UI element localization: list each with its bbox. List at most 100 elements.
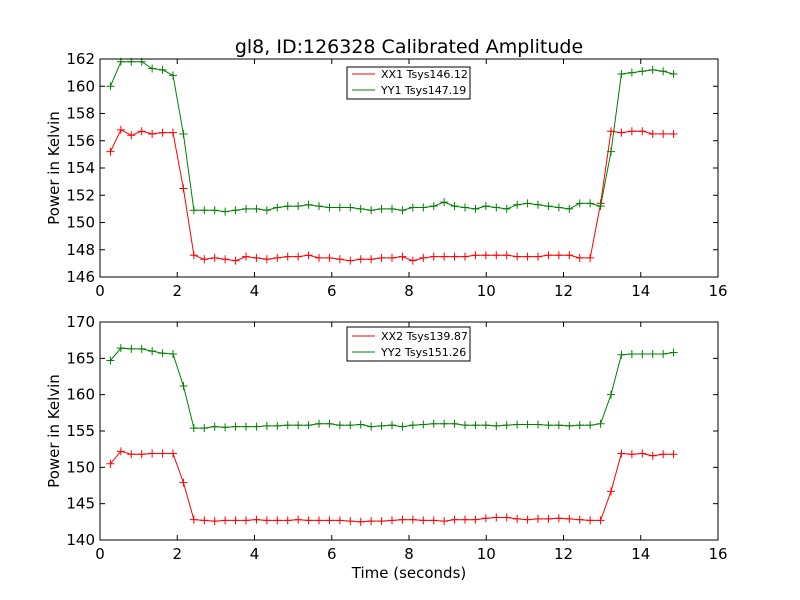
y-tick-label: 150 bbox=[66, 458, 95, 476]
data-point bbox=[534, 514, 543, 523]
data-point bbox=[627, 68, 636, 77]
tick-layer: 0 2 4 6 8 10 12 14 16 146 148 150 152 154 156 158 160 162 bbox=[66, 50, 727, 300]
data-point bbox=[273, 203, 282, 212]
data-point bbox=[638, 349, 647, 358]
data-point bbox=[648, 349, 657, 358]
data-point bbox=[481, 514, 490, 523]
x-tick-label: 12 bbox=[554, 282, 573, 300]
data-point bbox=[262, 516, 271, 525]
data-point bbox=[502, 251, 511, 260]
series-layer bbox=[106, 57, 678, 265]
data-point bbox=[523, 199, 532, 208]
data-point bbox=[273, 253, 282, 262]
data-point bbox=[304, 251, 313, 260]
data-point bbox=[513, 252, 522, 261]
data-point bbox=[408, 515, 417, 524]
data-point bbox=[565, 204, 574, 213]
data-point bbox=[617, 69, 626, 78]
data-point bbox=[283, 202, 292, 211]
data-point bbox=[252, 422, 261, 431]
legend-box bbox=[346, 326, 471, 362]
x-tick-label: 4 bbox=[250, 282, 260, 300]
data-point bbox=[388, 253, 397, 262]
data-point bbox=[398, 422, 407, 431]
data-point bbox=[575, 421, 584, 430]
data-point bbox=[575, 515, 584, 524]
data-point bbox=[450, 515, 459, 524]
data-point bbox=[565, 251, 574, 260]
data-point bbox=[106, 147, 115, 156]
data-point bbox=[596, 202, 605, 211]
data-point bbox=[179, 184, 188, 193]
data-point bbox=[231, 516, 240, 525]
x-tick-label: 0 bbox=[95, 282, 105, 300]
x-tick-label: 16 bbox=[708, 545, 727, 563]
x-axis-label: Time (seconds) bbox=[351, 564, 467, 582]
data-point bbox=[210, 422, 219, 431]
data-point bbox=[534, 200, 543, 209]
data-point bbox=[607, 487, 616, 496]
chart-title: gl8, ID:126328 Calibrated Amplitude bbox=[235, 36, 583, 58]
data-point bbox=[440, 517, 449, 526]
data-point bbox=[325, 203, 334, 212]
data-point bbox=[294, 421, 303, 430]
data-point bbox=[596, 419, 605, 428]
data-point bbox=[137, 127, 146, 136]
data-point bbox=[169, 449, 178, 458]
legend-box bbox=[346, 66, 471, 100]
data-point bbox=[607, 147, 616, 156]
data-point bbox=[388, 516, 397, 525]
data-point bbox=[158, 449, 167, 458]
data-point bbox=[169, 128, 178, 137]
data-point bbox=[116, 447, 125, 456]
data-point bbox=[231, 422, 240, 431]
data-point bbox=[210, 253, 219, 262]
data-point bbox=[158, 128, 167, 137]
data-point bbox=[575, 199, 584, 208]
data-point bbox=[346, 517, 355, 526]
data-point bbox=[419, 420, 428, 429]
data-point bbox=[304, 200, 313, 209]
data-point bbox=[617, 350, 626, 359]
data-point bbox=[346, 256, 355, 265]
x-tick-label: 8 bbox=[404, 282, 414, 300]
data-point bbox=[242, 252, 251, 261]
data-point bbox=[346, 421, 355, 430]
data-point bbox=[461, 515, 470, 524]
data-point bbox=[638, 67, 647, 76]
x-tick-label: 2 bbox=[172, 545, 182, 563]
data-point bbox=[659, 450, 668, 459]
data-point bbox=[544, 421, 553, 430]
data-point bbox=[419, 203, 428, 212]
x-tick-label: 2 bbox=[172, 282, 182, 300]
data-point bbox=[638, 449, 647, 458]
data-point bbox=[492, 203, 501, 212]
data-point bbox=[554, 514, 563, 523]
data-point bbox=[294, 202, 303, 211]
data-point bbox=[367, 255, 376, 264]
data-point bbox=[502, 421, 511, 430]
data-point bbox=[335, 516, 344, 525]
data-point bbox=[492, 421, 501, 430]
data-point bbox=[148, 64, 157, 73]
data-point bbox=[231, 256, 240, 265]
data-point bbox=[221, 255, 230, 264]
data-point bbox=[440, 198, 449, 207]
data-point bbox=[408, 256, 417, 265]
data-point bbox=[513, 200, 522, 209]
x-tick-label: 14 bbox=[631, 282, 650, 300]
data-point bbox=[669, 69, 678, 78]
data-point bbox=[627, 349, 636, 358]
data-point bbox=[669, 129, 678, 138]
y-tick-label: 156 bbox=[66, 132, 95, 150]
data-point bbox=[669, 450, 678, 459]
data-point bbox=[356, 255, 365, 264]
data-point bbox=[575, 253, 584, 262]
y-tick-label: 150 bbox=[66, 214, 95, 232]
y-tick-label: 165 bbox=[66, 349, 95, 367]
data-point bbox=[200, 255, 209, 264]
legend: XX1 Tsys146.12 YY1 Tsys147.19 bbox=[346, 66, 471, 100]
data-point bbox=[481, 202, 490, 211]
data-point bbox=[335, 255, 344, 264]
